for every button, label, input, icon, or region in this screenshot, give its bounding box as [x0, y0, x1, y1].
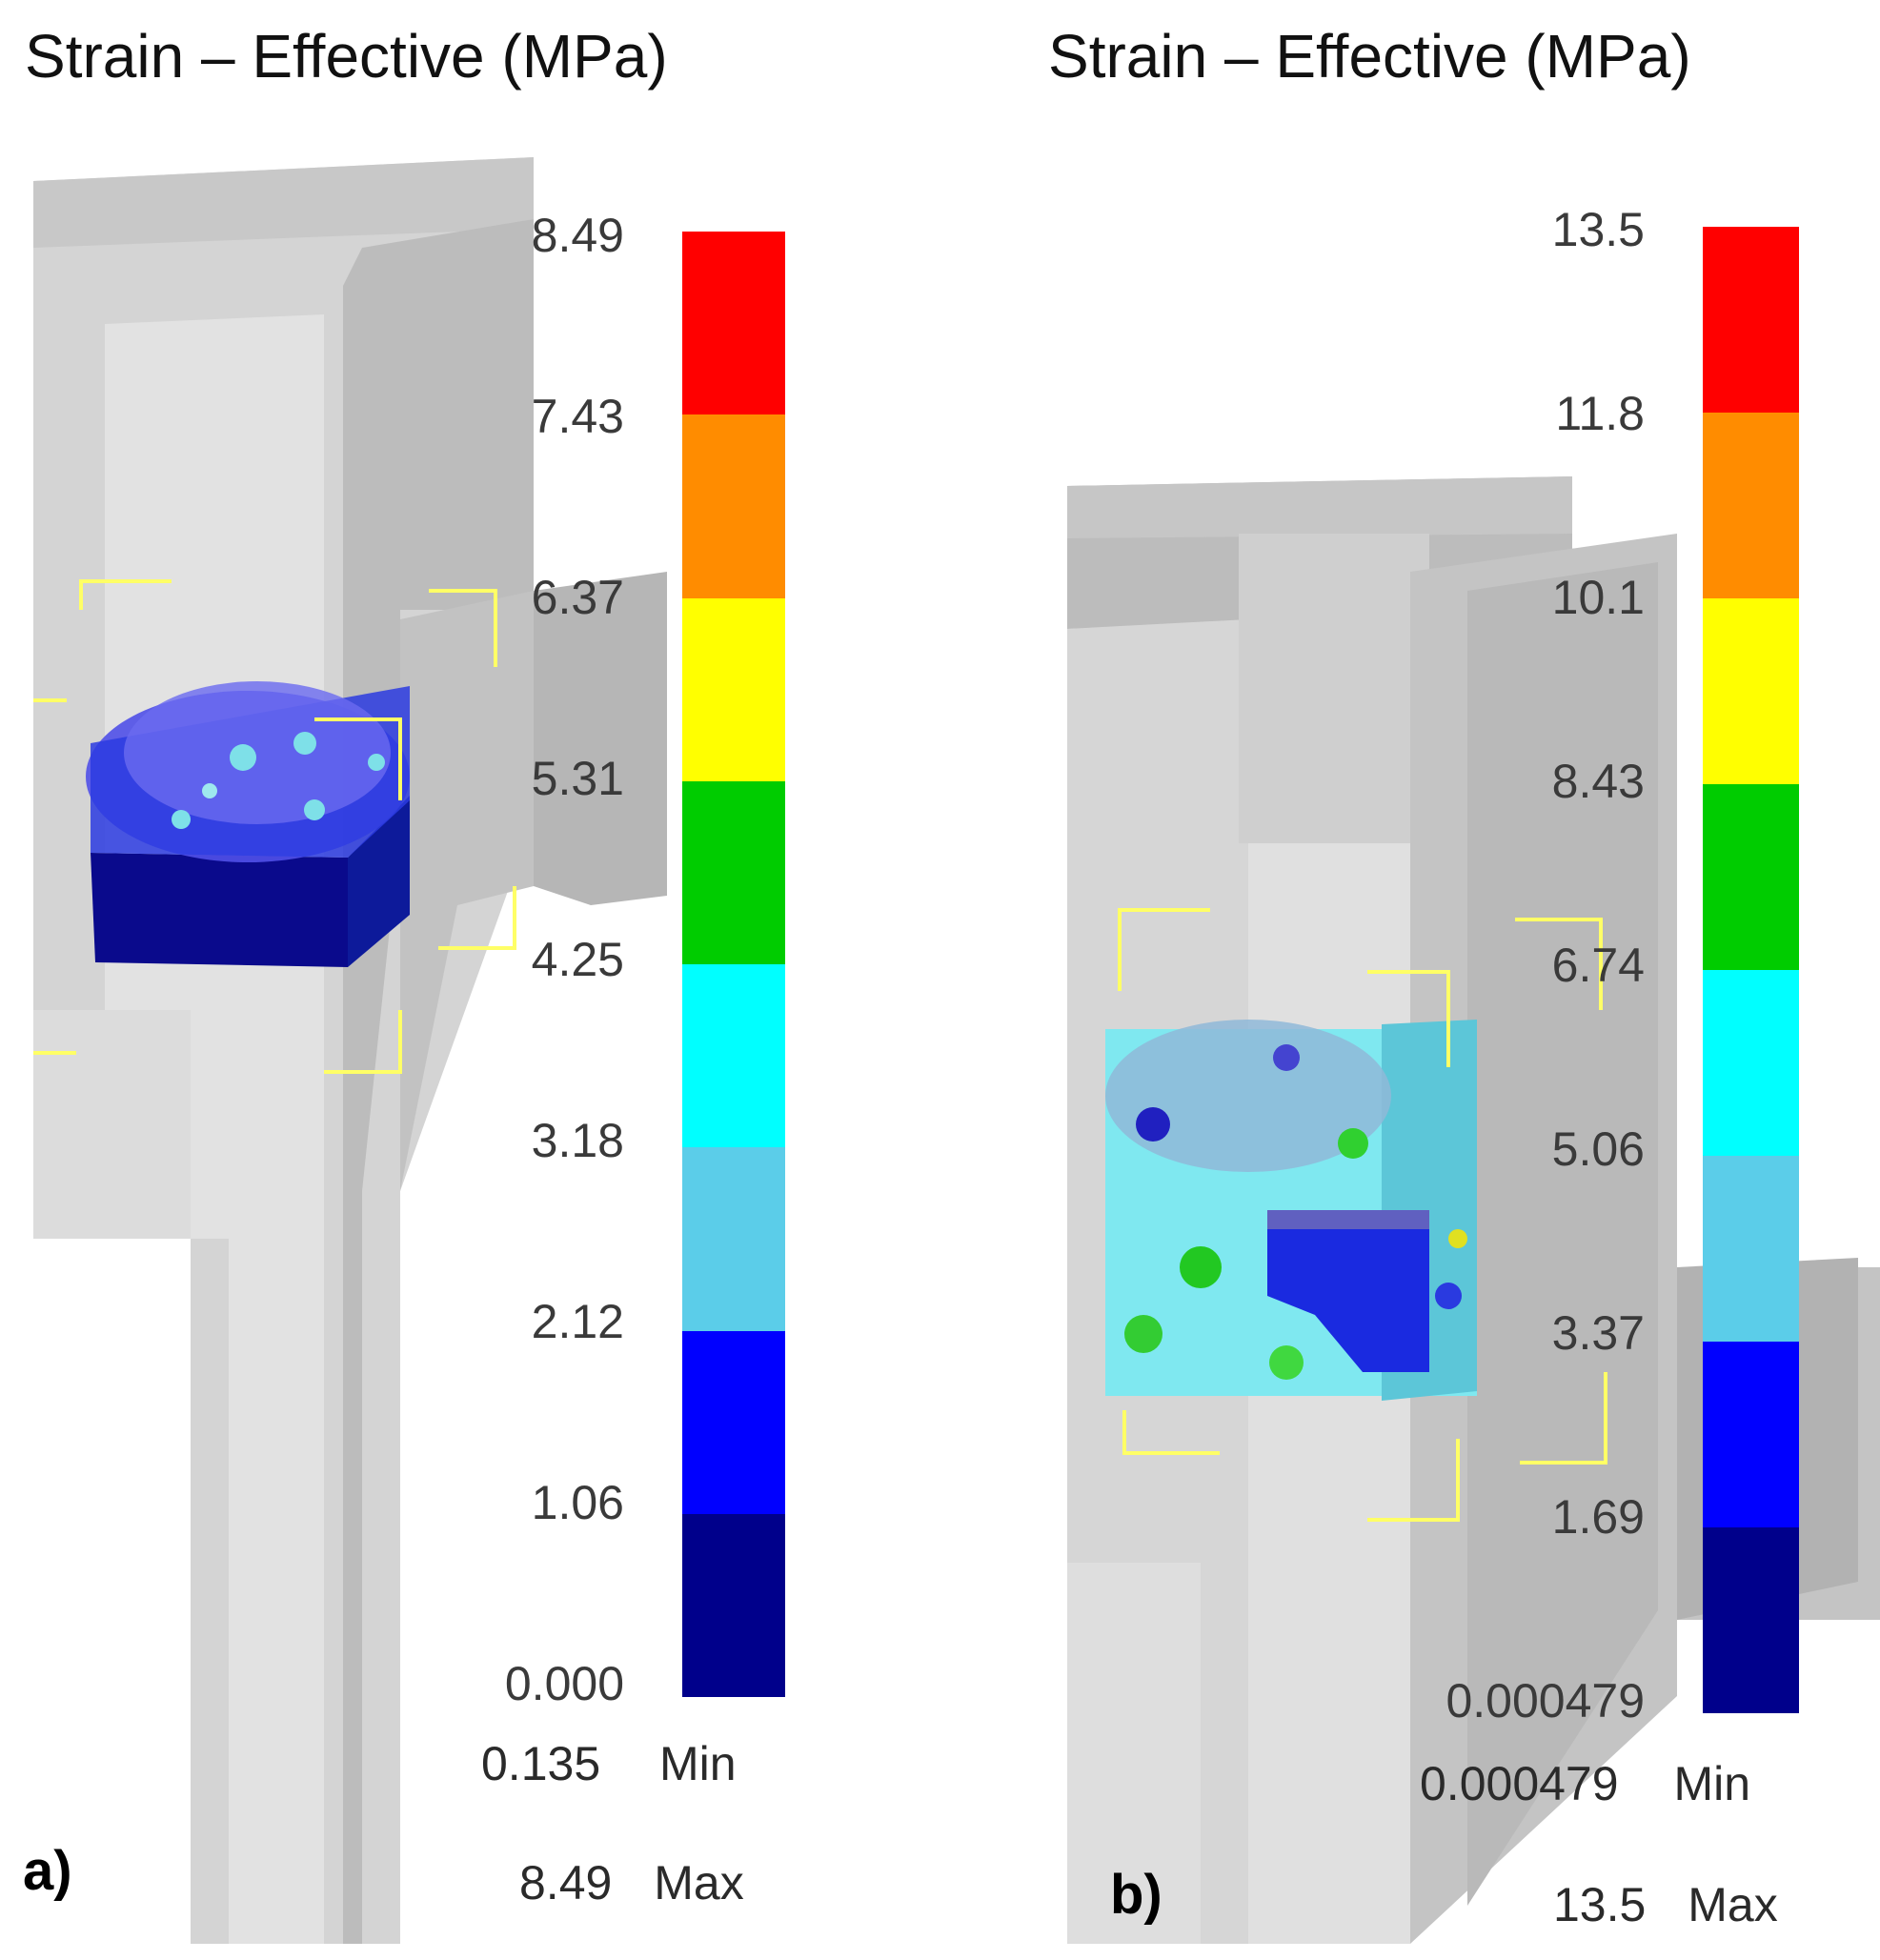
axis-marker: [1367, 1439, 1460, 1522]
workpiece-highlight: [124, 681, 391, 824]
axis-marker: [438, 886, 516, 950]
scale-tick: 11.8: [1555, 387, 1645, 440]
axis-marker: [314, 717, 402, 800]
colorbar-segment: [1703, 598, 1799, 784]
axis-markers: [1118, 908, 1607, 1522]
strain-patch: [293, 732, 316, 755]
panel-b-label: b): [1110, 1864, 1162, 1926]
colorbar-segment: [1703, 970, 1799, 1156]
colorbar-segment: [682, 1330, 785, 1514]
colorbar-segment: [1703, 1156, 1799, 1342]
scale-tick: 8.49: [531, 209, 624, 262]
scale-tick: 4.25: [531, 933, 624, 986]
workpiece-blue-zone: [1267, 1229, 1429, 1372]
colorbar-segment: [682, 1513, 785, 1697]
die-right-face: [1467, 562, 1658, 1906]
strain-patch: [1338, 1128, 1368, 1159]
axis-marker: [1118, 908, 1210, 991]
max-label: Max: [654, 1856, 744, 1909]
panel-b-title: Strain – Effective (MPa): [1048, 22, 1691, 91]
axis-marker: [429, 589, 497, 667]
die-side-face: [343, 219, 534, 1944]
colorbar-segment: [1703, 227, 1799, 413]
colorbar-segment: [682, 597, 785, 781]
panel-b: Strain – Effective (MPa): [953, 0, 1880, 1960]
scale-tick: 3.18: [531, 1114, 624, 1167]
workpiece-upper: [1105, 1020, 1391, 1172]
panel-a-label: a): [23, 1840, 72, 1902]
colorbar-segment: [1703, 1342, 1799, 1527]
scale-tick: 1.06: [531, 1476, 624, 1529]
scale-tick: 10.1: [1551, 571, 1645, 624]
strain-patch: [230, 744, 256, 771]
strain-patch: [1136, 1107, 1170, 1142]
colorbar-segment: [682, 232, 785, 415]
scale-tick: 8.43: [1551, 755, 1645, 808]
strain-patch: [1448, 1229, 1467, 1248]
scale-tick: 0.000: [504, 1657, 624, 1710]
scale-tick: 0.000479: [1445, 1674, 1645, 1728]
scale-tick: 7.43: [531, 390, 624, 443]
die-shelf: [534, 572, 667, 905]
die-upper-top: [1067, 476, 1572, 538]
scale-tick: 13.5: [1551, 203, 1645, 256]
colorbar-segment: [682, 780, 785, 964]
workpiece-side: [348, 796, 410, 967]
axis-marker: [1367, 970, 1450, 1067]
min-row: 0.135 Min: [481, 1736, 737, 1791]
colorbar-segment: [1703, 1527, 1799, 1713]
scale-tick: 1.69: [1551, 1490, 1645, 1544]
min-label: Min: [659, 1737, 737, 1790]
colorbar-segment: [682, 964, 785, 1148]
panel-a-fem-scene: [33, 157, 667, 1944]
colorbar-b: [1703, 227, 1799, 1713]
axis-marker: [79, 579, 172, 610]
colorbar-segment: [682, 414, 785, 598]
colorbar-segment: [682, 1147, 785, 1331]
strain-patch: [1273, 1044, 1300, 1071]
strain-patch: [1124, 1315, 1162, 1353]
min-value: 0.135: [481, 1737, 601, 1790]
scale-tick: 3.37: [1551, 1306, 1645, 1360]
workpiece-front: [91, 853, 348, 967]
max-value: 8.49: [519, 1856, 613, 1909]
min-row: 0.000479 Min: [1420, 1756, 1750, 1811]
strain-patch: [172, 810, 191, 829]
die-lower-left: [33, 1010, 191, 1239]
panel-a: Strain – Effective (MPa): [23, 22, 785, 1944]
panel-a-title: Strain – Effective (MPa): [25, 22, 668, 91]
axis-marker: [1520, 1372, 1607, 1465]
axis-marker: [1122, 1410, 1220, 1455]
min-value: 0.000479: [1420, 1757, 1619, 1810]
strain-patch: [304, 799, 325, 820]
colorbar-a: [682, 232, 785, 1697]
max-value: 13.5: [1553, 1878, 1647, 1931]
scale-tick: 5.06: [1551, 1122, 1645, 1176]
strain-patch: [1435, 1283, 1462, 1309]
axis-marker: [324, 1010, 402, 1074]
max-row: 13.5 Max: [1553, 1877, 1778, 1932]
die-punch: [1239, 534, 1429, 843]
colorbar-segment: [1703, 784, 1799, 970]
strain-patch: [202, 783, 217, 798]
axis-markers: [33, 579, 516, 1074]
die-left-lower: [1067, 1563, 1201, 1944]
scale-tick: 6.37: [531, 571, 624, 624]
strain-patch: [368, 754, 385, 771]
min-label: Min: [1673, 1757, 1751, 1810]
die-block-top: [33, 157, 534, 248]
axis-marker: [1515, 918, 1603, 1010]
scale-tick: 2.12: [531, 1295, 624, 1348]
strain-patch: [1269, 1345, 1304, 1380]
max-label: Max: [1688, 1878, 1778, 1931]
strain-patch: [1180, 1246, 1222, 1288]
scale-tick: 6.74: [1551, 939, 1645, 992]
die-right-face: [400, 591, 667, 1191]
max-row: 8.49 Max: [519, 1855, 744, 1910]
scale-tick: 5.31: [531, 752, 624, 805]
colorbar-segment: [1703, 413, 1799, 598]
